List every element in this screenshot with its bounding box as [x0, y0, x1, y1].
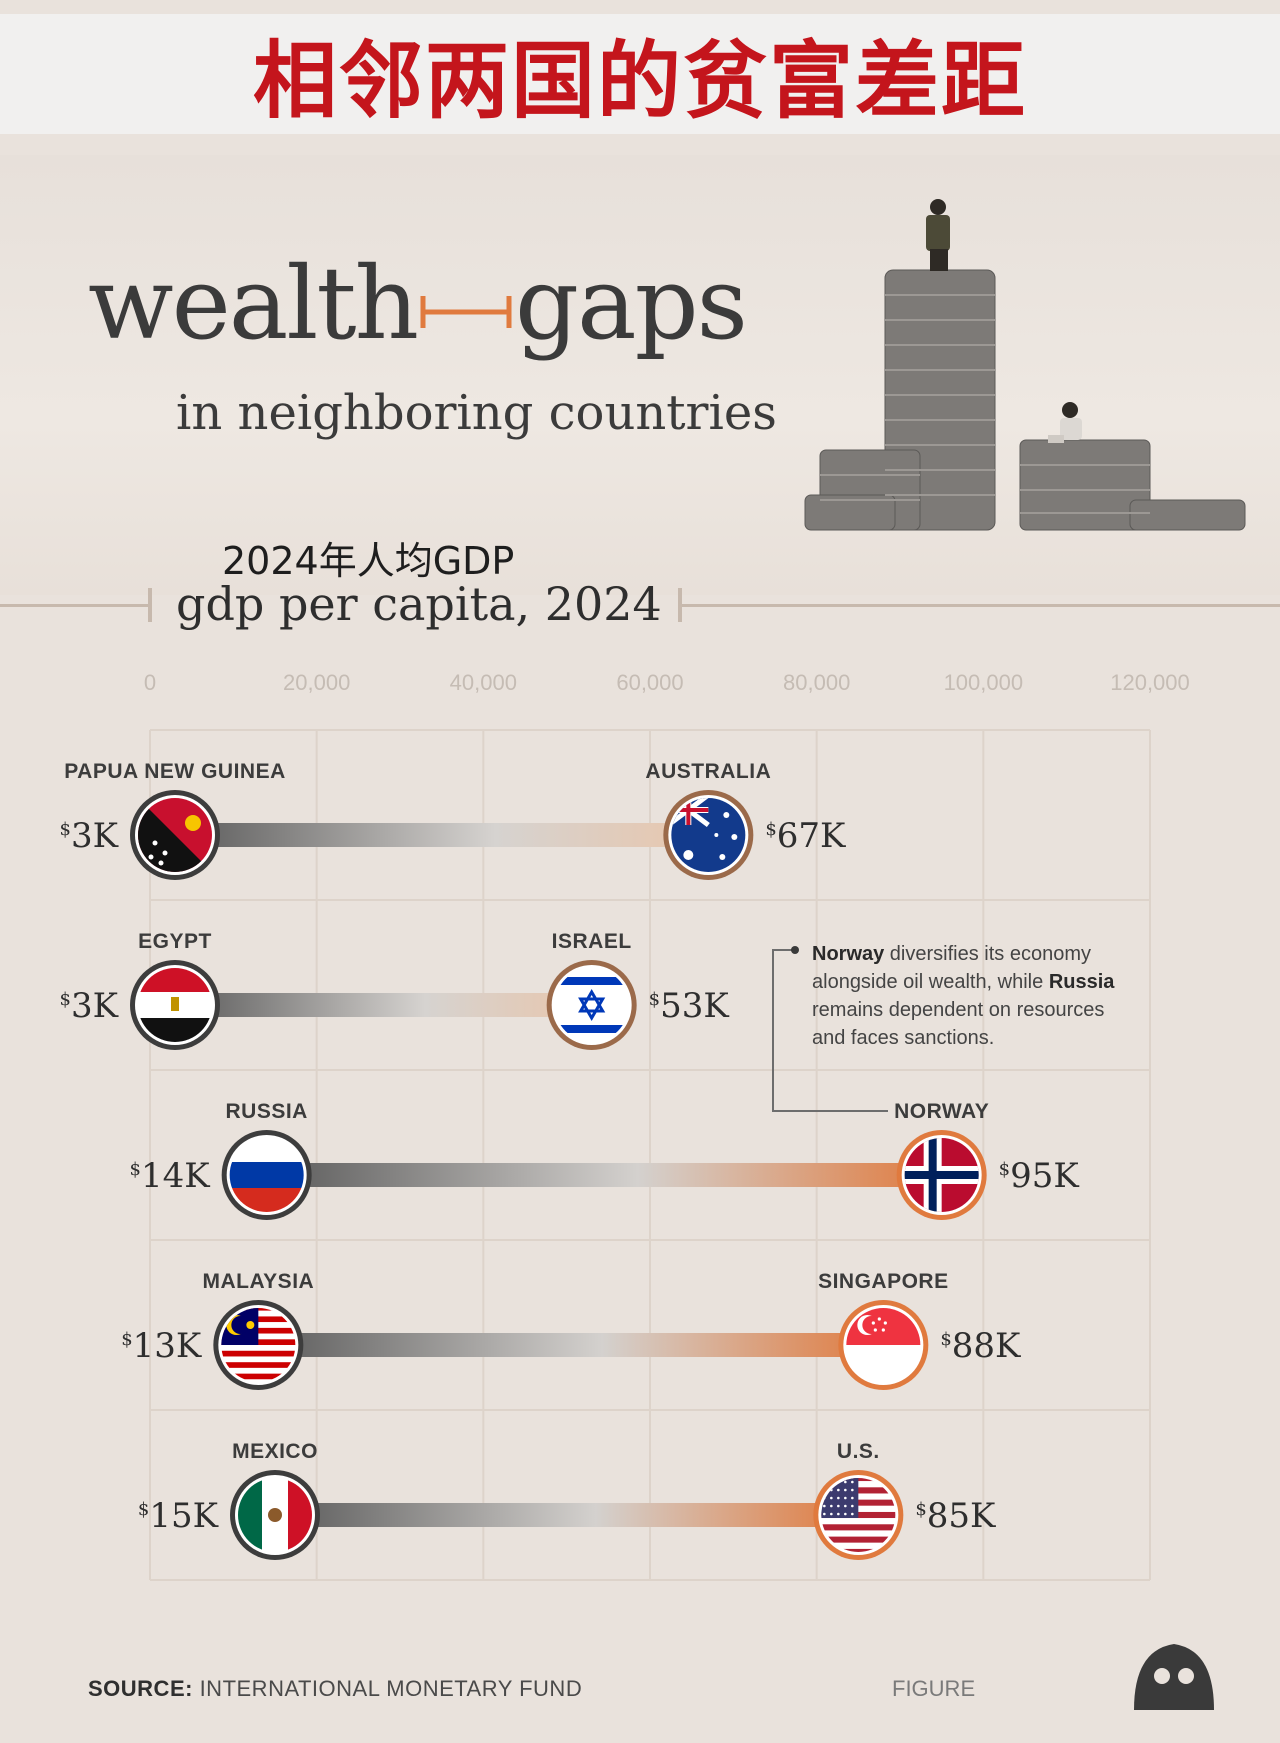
- value-label-high: $95K: [999, 1156, 1080, 1196]
- russia-flag-icon: [221, 1130, 312, 1220]
- divider-right: [680, 604, 1280, 607]
- dumbbell-chart: 0 20,000 40,000 60,000 80,000 100,000 120,000 …: [60, 670, 1190, 1581]
- divider-left-tick: [148, 588, 152, 622]
- dumbbell-bar: [266, 1163, 942, 1187]
- papua-new-guinea-flag-icon: [130, 790, 220, 880]
- annotation-connector-vertical: [772, 950, 774, 1112]
- x-tick-label: 60,000: [616, 670, 683, 695]
- x-tick-label: 80,000: [783, 670, 850, 695]
- country-label-high: ISRAEL: [552, 930, 632, 953]
- country-label-low: EGYPT: [138, 930, 212, 953]
- country-label-low: MEXICO: [232, 1440, 318, 1463]
- source-text: INTERNATIONAL MONETARY FUND: [192, 1676, 583, 1701]
- currency-symbol: $: [999, 1159, 1010, 1180]
- figure-rich-man-icon: [926, 199, 950, 271]
- currency-symbol: $: [121, 1329, 132, 1350]
- annotation-russia: Russia: [1048, 971, 1115, 993]
- australia-flag-icon: [663, 790, 754, 880]
- x-tick-label: 120,000: [1110, 670, 1190, 695]
- value-label-low: $14K: [130, 1156, 211, 1196]
- currency-symbol: $: [915, 1499, 926, 1520]
- dumbbell-bar: [275, 1503, 859, 1527]
- x-tick-label: 0: [144, 670, 156, 695]
- publisher-logo-icon: [1134, 1644, 1214, 1710]
- figure-credit: FIGURE: [892, 1676, 976, 1701]
- currency-symbol: $: [649, 989, 660, 1010]
- norway-russia-annotation: Norway diversifies its economy alongside…: [812, 940, 1142, 1052]
- us-flag-icon: [813, 1470, 904, 1560]
- annotation-connector-horizontal: [772, 1110, 888, 1112]
- annotation-norway: Norway: [812, 943, 885, 965]
- annotation-connector-top: [772, 949, 792, 951]
- country-label-high: AUSTRALIA: [645, 760, 771, 783]
- value-label-low: $3K: [60, 986, 119, 1026]
- divider-right-tick: [678, 588, 682, 622]
- currency-symbol: $: [765, 819, 776, 840]
- norway-flag-icon: [896, 1130, 987, 1220]
- country-label-low: RUSSIA: [225, 1100, 307, 1123]
- pair-row: MEXICO U.S. $15K $85K: [138, 1440, 996, 1560]
- value-label-high: $67K: [765, 816, 846, 856]
- country-label-high: U.S.: [837, 1440, 880, 1463]
- dumbbell-bar: [175, 823, 709, 847]
- infographic-title: wealth gaps: [88, 245, 748, 362]
- value-label-low: $13K: [121, 1326, 202, 1366]
- top-banner: 相邻两国的贫富差距: [0, 14, 1280, 134]
- coin-stacks-illustration: [804, 199, 1246, 531]
- grid-layer: [149, 729, 1151, 1581]
- value-label-high: $53K: [649, 986, 730, 1026]
- gap-bracket-icon: [420, 296, 512, 329]
- currency-symbol: $: [138, 1499, 149, 1520]
- banner-title: 相邻两国的贫富差距: [252, 31, 1027, 130]
- value-label-low: $3K: [60, 816, 119, 856]
- pair-row: MALAYSIA SINGAPORE $13K $88K: [121, 1270, 1021, 1390]
- mexico-flag-icon: [230, 1470, 320, 1560]
- annotation-text-1: diversifies its economy alongside oil we…: [812, 943, 1091, 993]
- divider-left: [0, 604, 150, 607]
- pair-row: RUSSIA NORWAY $14K $95K: [130, 1100, 1080, 1220]
- country-label-low: MALAYSIA: [202, 1270, 314, 1293]
- currency-symbol: $: [940, 1329, 951, 1350]
- pair-row: PAPUA NEW GUINEA AUSTRALIA $3K $67K: [60, 760, 846, 880]
- x-axis: 0 20,000 40,000 60,000 80,000 100,000 120,000: [144, 670, 1190, 695]
- title-word-gaps: gaps: [514, 245, 748, 362]
- country-pairs: PAPUA NEW GUINEA AUSTRALIA $3K $67K EGYPT ISR…: [60, 760, 1080, 1560]
- x-tick-label: 40,000: [450, 670, 517, 695]
- infographic-subtitle: in neighboring countries: [176, 385, 777, 441]
- pair-row: EGYPT ISRAEL $3K $53K: [60, 930, 730, 1050]
- title-word-wealth: wealth: [88, 245, 419, 362]
- country-label-low: PAPUA NEW GUINEA: [64, 760, 286, 783]
- currency-symbol: $: [60, 819, 71, 840]
- x-tick-label: 20,000: [283, 670, 350, 695]
- source-label: SOURCE:: [88, 1676, 193, 1701]
- annotation-dot: [791, 946, 799, 954]
- country-label-high: NORWAY: [894, 1100, 989, 1123]
- dumbbell-bar: [175, 993, 592, 1017]
- israel-flag-icon: [546, 960, 637, 1050]
- value-label-low: $15K: [138, 1496, 219, 1536]
- currency-symbol: $: [130, 1159, 141, 1180]
- currency-symbol: $: [60, 989, 71, 1010]
- singapore-flag-icon: [838, 1300, 929, 1390]
- dumbbell-bar: [258, 1333, 884, 1357]
- x-tick-label: 100,000: [944, 670, 1024, 695]
- source-note: SOURCE: INTERNATIONAL MONETARY FUND: [88, 1676, 582, 1702]
- annotation-text-2: remains dependent on resources and faces…: [812, 999, 1105, 1049]
- value-label-high: $88K: [940, 1326, 1021, 1366]
- figure-poor-man-icon: [1048, 402, 1082, 443]
- malaysia-flag-icon: [213, 1300, 304, 1390]
- chart-subtitle-chinese: 2024年人均GDP: [222, 539, 515, 583]
- egypt-flag-icon: [130, 960, 220, 1050]
- value-label-high: $85K: [915, 1496, 996, 1536]
- chart-subtitle: gdp per capita, 2024: [176, 577, 662, 631]
- country-label-high: SINGAPORE: [818, 1270, 949, 1293]
